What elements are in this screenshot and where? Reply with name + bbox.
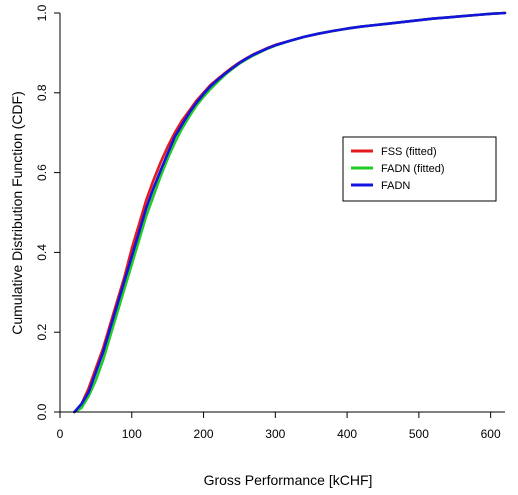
legend-label: FSS (fitted) — [381, 146, 437, 158]
x-axis-title: Gross Performance [kCHF] — [204, 472, 373, 488]
y-tick-label: 0.8 — [35, 84, 49, 101]
x-tick-label: 500 — [409, 427, 429, 441]
y-axis-title: Cumulative Distribution Function (CDF) — [9, 91, 25, 335]
series-line-2 — [73, 11, 507, 414]
x-tick-label: 600 — [481, 427, 501, 441]
series-line-1 — [73, 11, 507, 414]
x-tick-label: 400 — [337, 427, 357, 441]
series-line-3 — [73, 11, 507, 414]
x-tick-label: 100 — [122, 427, 142, 441]
x-tick-label: 300 — [265, 427, 285, 441]
x-tick-label: 200 — [194, 427, 214, 441]
y-tick-label: 1.0 — [35, 4, 49, 21]
y-tick-label: 0.0 — [35, 403, 49, 420]
axes: 0 100 200 300 400 500 600 0.0 0.2 0.4 0.6 0.8 1.0 — [35, 4, 505, 441]
y-tick-label: 0.6 — [35, 164, 49, 181]
legend: FSS (fitted) FADN (fitted) FADN — [342, 136, 497, 202]
legend-label: FADN — [381, 180, 410, 192]
plot-lines — [73, 11, 507, 414]
legend-label: FADN (fitted) — [381, 163, 445, 175]
y-tick-label: 0.4 — [35, 244, 49, 261]
x-tick-label: 0 — [57, 427, 64, 441]
y-tick-label: 0.2 — [35, 324, 49, 341]
